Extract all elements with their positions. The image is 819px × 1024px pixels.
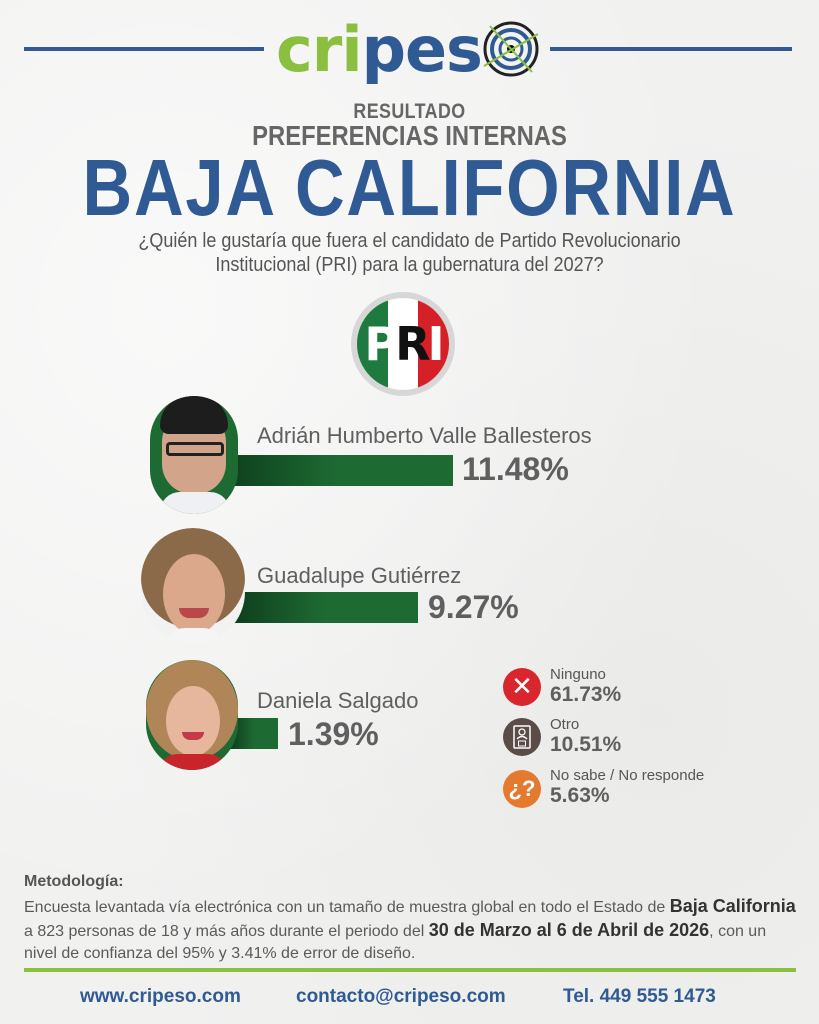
- candidate-name-3: Daniela Salgado: [257, 688, 419, 713]
- pri-letter-p: P: [364, 317, 398, 371]
- candidate-photo-2: [141, 528, 245, 644]
- target-icon: [483, 21, 539, 77]
- logo-text-cri: cri: [276, 12, 363, 86]
- candidate-bar-1: [220, 455, 453, 486]
- candidate-photo-3: [146, 660, 238, 770]
- option-percent-otro: 10.51%: [550, 733, 622, 756]
- candidate-percent-3: 1.39%: [288, 716, 379, 752]
- page-title: BAJA CALIFORNIA: [82, 143, 737, 232]
- email-link[interactable]: contacto@cripeso.com: [296, 986, 506, 1007]
- methodology-part-2: a 823 personas de 18 y más años durante …: [24, 923, 429, 940]
- website-link[interactable]: www.cripeso.com: [80, 986, 241, 1007]
- x-icon: ✕: [503, 668, 541, 706]
- methodology-text: Encuesta levantada vía electrónica con u…: [24, 895, 796, 965]
- candidate-bar-2: [230, 592, 418, 623]
- logo-text-pes: pes: [361, 12, 483, 86]
- methodology-part-3: , con un nivel de confianza del 95% y 3.…: [24, 923, 767, 962]
- methodology-title: Metodología:: [24, 873, 124, 890]
- option-label-ninguno: Ninguno: [550, 666, 606, 683]
- ballot-icon: [503, 718, 541, 756]
- cripeso-logo: cri pes: [276, 12, 542, 86]
- pri-letter-i: I: [427, 317, 445, 371]
- methodology-bold-dates: 30 de Marzo al 6 de Abril de 2026: [428, 920, 710, 940]
- option-label-no-sabe: No sabe / No responde: [550, 767, 705, 784]
- methodology-part-1: Encuesta levantada vía electrónica con u…: [24, 899, 670, 916]
- footer-divider: [24, 968, 796, 972]
- kicker: RESULTADO: [353, 100, 466, 123]
- option-percent-ninguno: 61.73%: [550, 683, 622, 706]
- methodology-bold-state: Baja California: [669, 896, 796, 916]
- candidate-percent-1: 11.48%: [462, 451, 569, 487]
- question-line-1: ¿Quién le gustaría que fuera el candidat…: [138, 230, 681, 252]
- header-rule-right: [550, 47, 792, 51]
- candidate-percent-2: 9.27%: [428, 589, 519, 625]
- candidate-name-1: Adrián Humberto Valle Ballesteros: [257, 423, 592, 448]
- header-rule-left: [24, 47, 264, 51]
- candidate-photo-1: [150, 396, 238, 514]
- phone-link[interactable]: Tel. 449 555 1473: [563, 986, 716, 1007]
- question-line-2: Institucional (PRI) para la gubernatura …: [215, 254, 604, 276]
- candidate-name-2: Guadalupe Gutiérrez: [257, 563, 462, 588]
- pri-letter-r: R: [395, 317, 430, 371]
- option-percent-no-sabe: 5.63%: [550, 784, 610, 807]
- subtitle: PREFERENCIAS INTERNAS: [252, 120, 567, 151]
- option-label-otro: Otro: [550, 716, 580, 733]
- candidate-bar-3: [230, 718, 278, 749]
- question-icon: ¿?: [503, 770, 541, 808]
